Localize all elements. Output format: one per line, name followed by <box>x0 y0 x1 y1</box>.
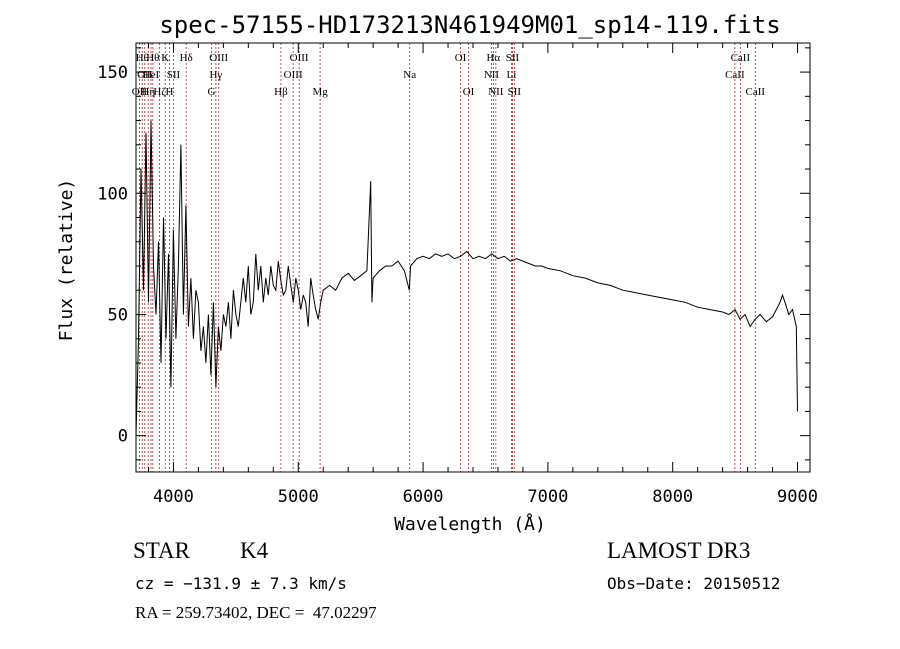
plot-frame <box>135 42 811 473</box>
line-label-12: Hγ <box>209 69 222 81</box>
line-label-25: SII <box>506 52 520 64</box>
line-label-15: OIII <box>284 69 303 81</box>
redshift-velocity: cz = −131.9 ± 7.3 km/s <box>135 574 347 593</box>
line-label-6: Hζ <box>153 86 166 98</box>
line-label-20: OI <box>463 86 475 98</box>
line-label-17: Mg <box>312 86 328 98</box>
line-label-3: Hη <box>141 86 155 98</box>
line-label-28: CaII <box>731 52 751 64</box>
line-label-19: OI <box>455 52 467 64</box>
spectrum-line <box>135 120 798 436</box>
coordinates: RA = 259.73402, DEC = 47.02297 <box>135 603 377 622</box>
line-label-18: Na <box>403 69 416 81</box>
spectral-line-markers <box>138 43 756 472</box>
x-tick-label: 7000 <box>527 487 568 507</box>
x-axis-label: Wavelength (Å) <box>394 513 546 535</box>
object-class: STAR <box>133 538 190 563</box>
line-label-5: Hθ <box>146 52 159 64</box>
y-tick-label: 100 <box>97 184 128 204</box>
line-label-9: SII <box>167 69 181 81</box>
line-label-26: SII <box>508 86 522 98</box>
x-tick-label: 4000 <box>153 487 194 507</box>
y-tick-label: 150 <box>97 63 128 83</box>
y-axis-label: Flux (relative) <box>56 179 77 342</box>
line-label-24: Li <box>507 69 517 81</box>
x-tick-label: 6000 <box>403 487 444 507</box>
line-label-22: Hα <box>486 52 500 64</box>
chart-title: spec-57155-HD173213N461949M01_sp14-119.f… <box>159 11 780 39</box>
line-label-29: CaII <box>746 86 766 98</box>
object-subclass: K4 <box>240 538 269 563</box>
line-label-13: OIII <box>209 52 228 64</box>
observation-date: Obs−Date: 20150512 <box>607 574 781 593</box>
line-label-7: K <box>161 52 169 64</box>
line-label-10: Hδ <box>180 52 193 64</box>
line-label-4: HeI <box>143 69 160 81</box>
y-axis: 0 50 100 150 <box>97 47 810 461</box>
x-tick-label: 5000 <box>278 487 319 507</box>
line-label-8: H <box>165 86 173 98</box>
line-label-11: G <box>208 86 216 98</box>
survey-name: LAMOST DR3 <box>607 538 751 563</box>
line-label-16: OIII <box>290 52 309 64</box>
spectral-line-labels: OIIHθOIIHηHeIHθHζKHSIIHδGHγOIIIHβOIIIOII… <box>132 52 766 98</box>
line-label-1: Hθ <box>136 52 149 64</box>
y-tick-label: 0 <box>118 427 128 447</box>
x-tick-label: 8000 <box>652 487 693 507</box>
line-label-27: CaII <box>725 69 745 81</box>
x-tick-label: 9000 <box>777 487 818 507</box>
y-tick-label: 50 <box>108 305 128 325</box>
line-label-14: Hβ <box>274 86 288 98</box>
line-label-23: NII <box>488 86 504 98</box>
line-label-21: NII <box>484 69 500 81</box>
x-axis: 4000 5000 6000 7000 8000 9000 <box>147 43 818 507</box>
